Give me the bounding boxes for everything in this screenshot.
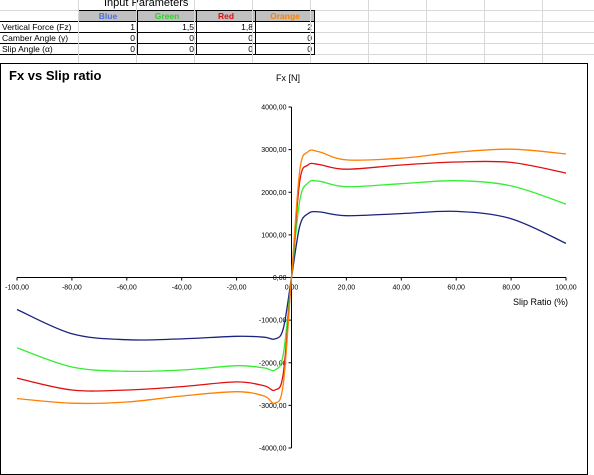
sheet-gridline <box>484 0 485 64</box>
column-header-blue[interactable]: Blue <box>78 10 138 22</box>
y-tick-label: 1000,00 <box>261 232 286 239</box>
cell-vertical-force-red[interactable]: 1,8 <box>196 21 256 33</box>
sheet-gridline <box>78 0 79 64</box>
y-tick-label: -3000,00 <box>259 403 287 410</box>
sheet-gridline <box>136 0 137 64</box>
chart-object[interactable]: Fx vs Slip ratio Fx [N] Slip Ratio (%) -… <box>0 63 588 475</box>
sheet-gridline <box>368 0 369 64</box>
cell-camber-angle-red[interactable]: 0 <box>196 32 256 44</box>
x-tick-label: 0,00 <box>285 285 299 292</box>
parameter-row-slip-angle: Slip Angle (α) 0 0 0 0 <box>0 43 315 55</box>
y-tick-label: 4000,00 <box>261 105 286 112</box>
row-label-camber-angle[interactable]: Camber Angle (γ) <box>0 32 79 44</box>
cell-slip-angle-orange[interactable]: 0 <box>255 43 315 55</box>
x-tick-label: -100,00 <box>5 285 29 292</box>
y-tick-label: -1000,00 <box>259 318 287 325</box>
x-tick-label: 40,00 <box>393 285 411 292</box>
x-tick-label: -20,00 <box>227 285 247 292</box>
cell-vertical-force-blue[interactable]: 1 <box>78 21 138 33</box>
y-tick-label: 0,00 <box>273 275 287 282</box>
y-tick-label: -2000,00 <box>259 360 287 367</box>
row-label-vertical-force[interactable]: Vertical Force (Fz) <box>0 21 79 33</box>
x-tick-label: -40,00 <box>172 285 192 292</box>
column-header-green[interactable]: Green <box>137 10 197 22</box>
header-corner-cell[interactable] <box>0 11 79 22</box>
x-axis-label: Slip Ratio (%) <box>513 297 568 307</box>
sheet-gridline <box>310 0 311 64</box>
fx-slip-chart: Fx vs Slip ratio Fx [N] Slip Ratio (%) -… <box>5 68 577 453</box>
cell-slip-angle-blue[interactable]: 0 <box>78 43 138 55</box>
y-tick-label: -4000,00 <box>259 446 287 453</box>
x-tick-label: 80,00 <box>502 285 520 292</box>
x-tick-label: 60,00 <box>447 285 465 292</box>
sheet-gridline <box>426 0 427 64</box>
column-header-orange[interactable]: Orange <box>255 10 315 22</box>
series-line-orange <box>16 148 567 405</box>
cell-slip-angle-green[interactable]: 0 <box>137 43 197 55</box>
parameters-header-row: Blue Green Red Orange <box>0 10 315 22</box>
input-parameters-title: Input Parameters <box>104 0 189 9</box>
cell-vertical-force-green[interactable]: 1,5 <box>137 21 197 33</box>
input-parameters-table: Blue Green Red Orange Vertical Force (Fz… <box>0 10 315 55</box>
column-header-red[interactable]: Red <box>196 10 256 22</box>
x-tick-label: -80,00 <box>62 285 82 292</box>
sheet-gridline <box>0 54 594 55</box>
spreadsheet-area: Input Parameters Blue Green Red Orange V… <box>0 0 594 64</box>
cell-vertical-force-orange[interactable]: 2 <box>255 21 315 33</box>
x-tick-label: 100,00 <box>555 285 577 292</box>
sheet-gridline <box>252 0 253 64</box>
cell-camber-angle-orange[interactable]: 0 <box>255 32 315 44</box>
sheet-gridline <box>194 0 195 64</box>
x-tick-label: -60,00 <box>117 285 137 292</box>
x-tick-label: 20,00 <box>338 285 356 292</box>
chart-series-layer <box>16 148 567 405</box>
y-tick-label: 2000,00 <box>261 190 286 197</box>
y-tick-label: 3000,00 <box>261 147 286 154</box>
sheet-gridline <box>542 0 543 64</box>
y-axis-label: Fx [N] <box>276 73 300 83</box>
parameter-row-vertical-force: Vertical Force (Fz) 1 1,5 1,8 2 <box>0 21 315 33</box>
row-label-slip-angle[interactable]: Slip Angle (α) <box>0 43 79 55</box>
parameter-row-camber-angle: Camber Angle (γ) 0 0 0 0 <box>0 32 315 44</box>
cell-slip-angle-red[interactable]: 0 <box>196 43 256 55</box>
chart-title: Fx vs Slip ratio <box>9 68 102 83</box>
cell-camber-angle-green[interactable]: 0 <box>137 32 197 44</box>
cell-camber-angle-blue[interactable]: 0 <box>78 32 138 44</box>
